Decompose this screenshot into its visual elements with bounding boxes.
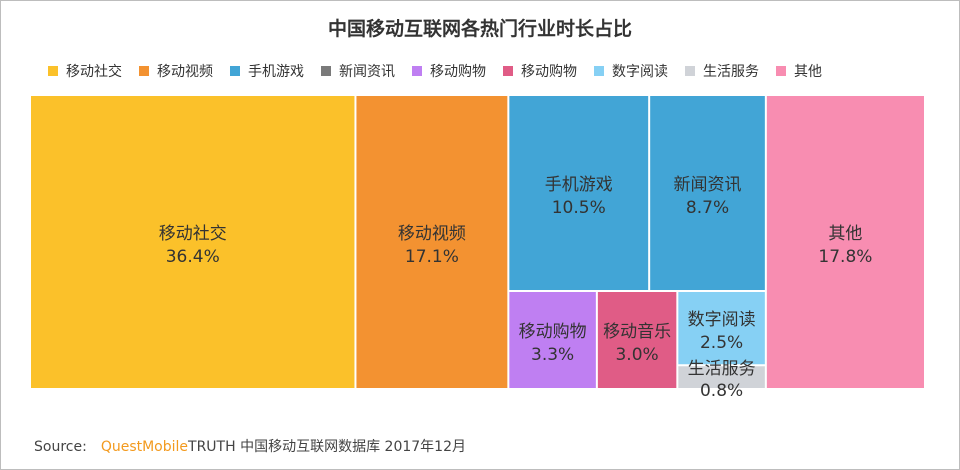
treemap-cell — [650, 96, 765, 290]
legend-item: 新闻资讯 — [321, 61, 395, 81]
cell-name-label: 其他 — [828, 224, 862, 244]
treemap-cell — [766, 96, 924, 388]
legend-item: 手机游戏 — [230, 61, 304, 81]
chart-legend: 移动社交 移动视频 手机游戏 新闻资讯 移动购物 移动购物 数字阅读 生活服务 其他 — [48, 61, 839, 81]
legend-label: 移动购物 — [430, 64, 486, 80]
source-note: Source: QuestMobileTRUTH 中国移动互联网数据库 2017年… — [34, 436, 466, 456]
legend-label: 移动购物 — [521, 64, 577, 80]
legend-swatch — [139, 66, 149, 76]
legend-swatch — [685, 66, 695, 76]
treemap-cell — [509, 96, 649, 290]
legend-swatch — [321, 66, 331, 76]
cell-name-label: 数字阅读 — [688, 310, 756, 330]
treemap-cell — [678, 292, 765, 365]
cell-name-label: 新闻资讯 — [674, 175, 742, 195]
treemap-cell — [509, 292, 596, 388]
source-text: TRUTH 中国移动互联网数据库 2017年12月 — [188, 439, 466, 455]
legend-label: 手机游戏 — [248, 64, 304, 80]
cell-value-label: 3.0% — [615, 345, 658, 365]
legend-swatch — [594, 66, 604, 76]
source-prefix: Source: — [34, 439, 87, 455]
cell-value-label: 17.1% — [405, 247, 459, 267]
treemap-cell — [597, 292, 677, 388]
legend-swatch — [503, 66, 513, 76]
cell-name-label: 移动视频 — [398, 224, 466, 244]
legend-item: 移动社交 — [48, 61, 122, 81]
legend-item: 移动购物 — [412, 61, 486, 81]
treemap-cell — [356, 96, 508, 388]
cell-value-label: 3.3% — [531, 345, 574, 365]
cell-name-label: 移动购物 — [519, 322, 587, 342]
chart-title: 中国移动互联网各热门行业时长占比 — [327, 18, 632, 40]
cell-value-label: 2.5% — [700, 333, 743, 353]
cell-name-label: 手机游戏 — [545, 175, 613, 195]
legend-item: 生活服务 — [685, 61, 759, 81]
cell-value-label: 0.8% — [700, 381, 743, 401]
legend-item: 数字阅读 — [594, 61, 668, 81]
cell-value-label: 17.8% — [818, 247, 872, 267]
legend-swatch — [776, 66, 786, 76]
legend-label: 其他 — [794, 64, 822, 80]
legend-label: 新闻资讯 — [339, 64, 395, 80]
cell-name-label: 生活服务 — [688, 359, 756, 379]
legend-swatch — [230, 66, 240, 76]
legend-item: 其他 — [776, 61, 822, 81]
legend-swatch — [48, 66, 58, 76]
legend-swatch — [412, 66, 422, 76]
legend-label: 移动视频 — [157, 64, 213, 80]
cell-value-label: 8.7% — [686, 198, 729, 218]
legend-item: 移动购物 — [503, 61, 577, 81]
treemap-cell — [31, 96, 355, 388]
legend-label: 生活服务 — [703, 64, 759, 80]
cell-value-label: 10.5% — [552, 198, 606, 218]
legend-label: 移动社交 — [66, 64, 122, 80]
treemap-cell — [678, 366, 765, 388]
legend-label: 数字阅读 — [612, 64, 668, 80]
legend-item: 移动视频 — [139, 61, 213, 81]
cell-name-label: 移动音乐 — [603, 322, 671, 342]
source-brand: QuestMobile — [100, 439, 189, 455]
cell-value-label: 36.4% — [166, 247, 220, 267]
cell-name-label: 移动社交 — [159, 224, 227, 244]
